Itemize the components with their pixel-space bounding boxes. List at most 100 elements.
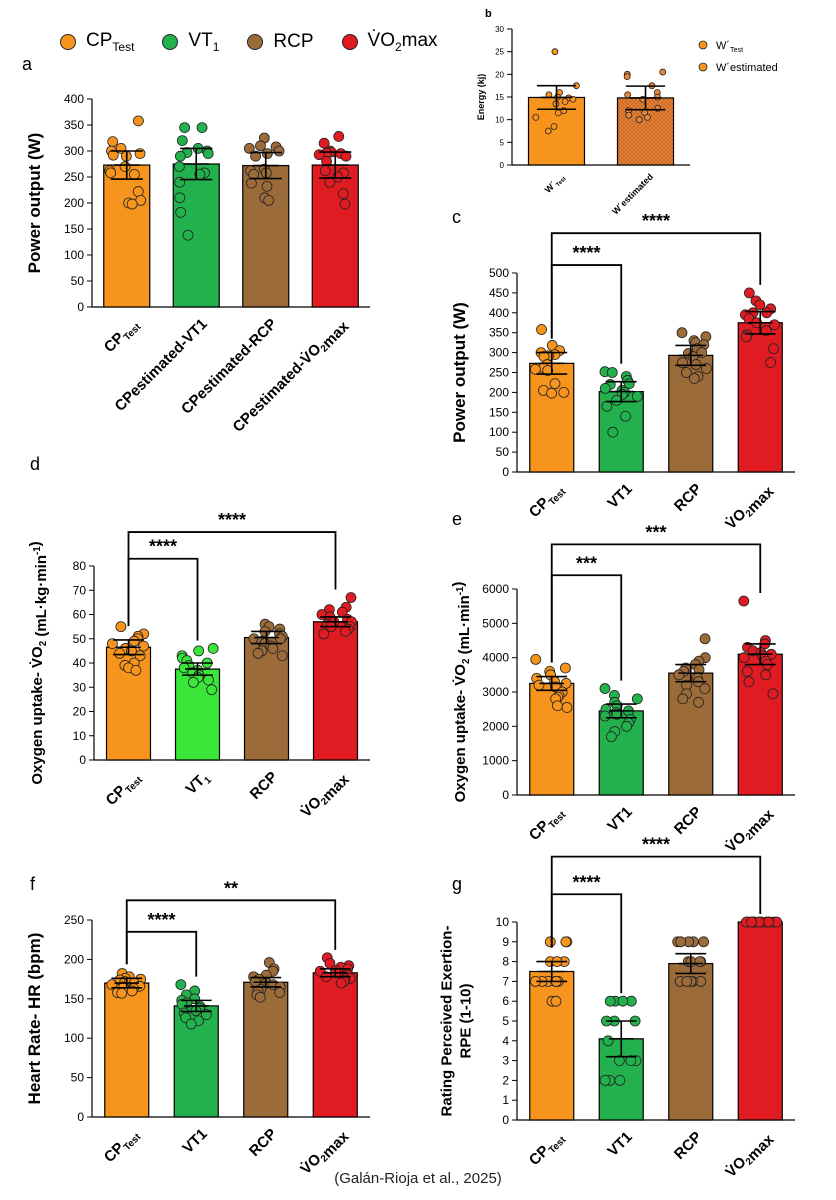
y-tick-label-g: 6 (502, 994, 509, 1008)
data-point-c (549, 378, 561, 390)
data-point-e (741, 666, 753, 677)
data-point-a (261, 148, 273, 160)
y-tick-label-f: 200 (64, 952, 84, 966)
data-point-c (599, 383, 611, 394)
x-tick-label-text: W´Test (543, 172, 568, 197)
bar-f-3 (312, 972, 358, 1118)
bar-e-1 (598, 710, 644, 796)
y-tick-label-c: 350 (489, 326, 509, 340)
y-tick-label-d: 50 (73, 632, 87, 646)
y-tick-label-c: 500 (489, 266, 509, 280)
data-point-a (202, 148, 214, 160)
legend-item-cp-test: CPTest (60, 30, 134, 54)
data-point-b (554, 109, 562, 117)
x-tick-label-b: W´estimated (610, 172, 655, 217)
legend-item-vo2max: V̇O2max (341, 30, 438, 54)
data-point-a (176, 135, 188, 147)
significance-stars-d-0: **** (149, 537, 177, 557)
y-tick-label-f: 150 (64, 992, 84, 1006)
data-point-b (544, 127, 552, 135)
x-tick-label-f: RCP (246, 1126, 280, 1160)
y-tick-label-d: 0 (79, 753, 86, 767)
panel-label-e: e (452, 509, 462, 529)
data-point-f (335, 977, 347, 989)
data-point-e (767, 688, 779, 700)
x-tick-label-e: V̇O2max (722, 803, 778, 859)
data-point-a (173, 161, 185, 173)
data-point-a (132, 186, 144, 197)
data-point-a (318, 137, 330, 149)
y-tick-label-b: 15 (495, 93, 504, 102)
data-point-a (179, 122, 191, 133)
y-tick-label-b: 0 (500, 161, 505, 170)
y-tick-label-f: 250 (64, 913, 84, 927)
data-point-b (635, 116, 643, 124)
x-tick-label-a: CPestimated-V̇O2max (229, 318, 352, 436)
data-point-a (133, 115, 144, 127)
panel-label-a: a (22, 54, 33, 74)
x-tick-label-text: RCP (671, 481, 705, 515)
x-tick-label-f: VT1 (179, 1126, 210, 1157)
x-tick-label-text: CPTest (101, 1125, 144, 1168)
data-point-d (203, 674, 214, 686)
data-point-c (611, 394, 623, 406)
y-axis-title-line: RPE (1-10) (458, 983, 475, 1058)
data-point-c (768, 343, 779, 355)
data-point-g (613, 1055, 625, 1066)
data-point-b (551, 48, 559, 56)
data-point-g (602, 1035, 614, 1047)
y-tick-label-g: 4 (502, 1034, 509, 1048)
data-point-a (319, 165, 331, 177)
x-tick-label-text: VT1 (183, 768, 215, 800)
data-point-d (276, 650, 288, 662)
y-tick-label-d: 40 (73, 656, 87, 670)
x-tick-label-text: RCP (247, 769, 281, 803)
data-point-e (743, 676, 755, 688)
significance-stars-g-0: **** (572, 872, 600, 892)
y-tick-label-g: 3 (502, 1054, 509, 1068)
y-tick-label-a: 200 (64, 196, 84, 210)
x-tick-label-text: CPTest (103, 768, 146, 811)
data-point-e (560, 662, 571, 674)
data-point-d (138, 640, 149, 652)
chart-panel-b: b 0 5 10 15 20 25 30 Energy (kj) W´Test W´estimate… (476, 8, 778, 216)
y-tick-label-d: 80 (73, 559, 87, 573)
y-axis-title-text: Oxygen uptake- V̇O2 (mL·kg·min-1) (27, 541, 50, 784)
x-tick-label-text: V̇O2max (722, 803, 778, 859)
x-tick-label-g: VT1 (604, 1129, 635, 1160)
y-tick-label-a: 300 (64, 144, 84, 158)
y-tick-label-g: 7 (502, 974, 509, 988)
data-point-e (631, 693, 643, 705)
bar-g-0 (529, 970, 575, 1121)
significance-stars-f-0: **** (147, 910, 175, 930)
data-point-g (550, 995, 562, 1007)
significance-bracket-c-1 (550, 232, 762, 339)
x-tick-label-c: V̇O2max (722, 483, 778, 533)
bar-a-0 (103, 164, 151, 308)
y-tick-label-a: 0 (77, 300, 84, 314)
x-tick-label-f: CPTest (101, 1125, 144, 1168)
data-point-a (174, 176, 186, 188)
data-point-c (546, 387, 557, 399)
bar-a-1 (172, 163, 220, 308)
significance-stars-f-1: ** (224, 878, 238, 898)
data-point-a (246, 177, 257, 189)
data-point-e (599, 683, 611, 694)
citation: (Galán-Rioja et al., 2025) (334, 1170, 502, 1187)
panel-label-c: c (452, 207, 461, 227)
data-point-a (196, 122, 208, 133)
data-point-e (738, 595, 750, 607)
x-tick-label-text: RCP (671, 804, 705, 838)
y-tick-label-e: 4000 (482, 651, 509, 665)
data-point-c (765, 357, 777, 368)
significance-stars-c-0: **** (572, 243, 600, 263)
data-point-d (339, 626, 351, 637)
y-axis-title-text: Oxygen uptake- V̇O2 (mL·min-1) (450, 582, 473, 803)
data-point-d (115, 621, 127, 633)
data-point-e (605, 731, 617, 743)
y-tick-label-d: 30 (73, 680, 87, 694)
y-axis-title-e: Oxygen uptake- V̇O2 (mL·min-1) (450, 582, 473, 803)
bar-g-2 (668, 962, 714, 1121)
y-axis-title-b: Energy (kj) (476, 74, 486, 121)
